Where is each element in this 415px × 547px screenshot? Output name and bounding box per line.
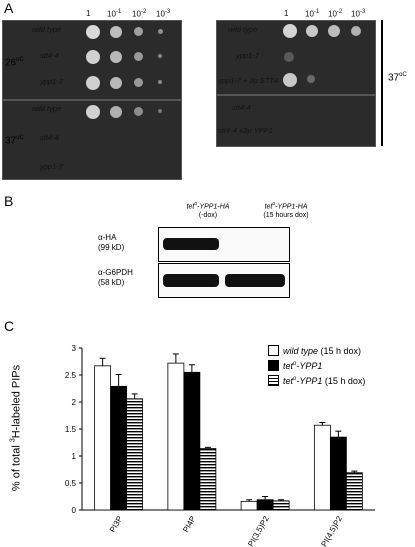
blot-band: [225, 274, 285, 287]
legend-item-teto-ypp1-dox: teto-YPP1 (15 h dox): [268, 373, 365, 388]
panel-a-letter: A: [4, 0, 14, 16]
strain-label: stt4-4 +2μ YPP1: [218, 126, 273, 135]
dilution-10-1-right: 10-1: [305, 9, 320, 19]
legend-item-wild-type: wild type (15 h dox): [268, 343, 365, 358]
strain-label: stt4-4: [40, 51, 59, 60]
colony-spot: [110, 51, 122, 63]
colony-spot: [86, 50, 100, 64]
y-tick-label: 1.5: [65, 425, 77, 434]
strain-label: ypp1-7: [40, 77, 63, 86]
colony-spot: [158, 109, 162, 113]
blot-row-label-ha: α-HA (99 kD): [98, 233, 125, 252]
blot-ha: [158, 227, 290, 262]
blot-row-label-g6pdh: α-G6PDH (58 kD): [98, 268, 133, 287]
y-axis-label: % of total 3H-labeled PIPs: [9, 364, 23, 492]
strain-label: stt4-4: [232, 103, 251, 112]
strain-label: stt4-4: [40, 133, 59, 142]
y-tick-label: 2: [72, 398, 77, 407]
bar: [110, 385, 128, 511]
legend-swatch: [268, 360, 279, 371]
colony-spot: [158, 29, 163, 34]
colony-spot: [351, 26, 361, 36]
legend-swatch: [268, 375, 279, 386]
plate-left-37c: [2, 100, 182, 180]
y-tick-label: 2.5: [65, 371, 77, 380]
bar: [199, 448, 217, 511]
blot-g6pdh: [158, 263, 290, 298]
temp-26c: 26oC: [5, 57, 24, 69]
strain-label: wild type: [32, 104, 62, 113]
colony-spot: [134, 52, 143, 61]
colony-spot: [134, 78, 143, 87]
legend-item-teto-ypp1: teto-YPP1: [268, 358, 365, 373]
y-tick-label: 0.5: [65, 479, 77, 488]
colony-spot: [283, 73, 297, 87]
blot-band: [163, 238, 219, 250]
strain-label: wild type: [32, 25, 62, 34]
x-tick-label: PI3P: [108, 515, 124, 535]
colony-spot: [110, 106, 122, 118]
bar: [167, 362, 185, 511]
strain-label: ypp1-7: [236, 51, 259, 60]
colony-spot: [86, 105, 100, 119]
bar: [313, 424, 331, 511]
dilution-10-3: 10-3: [156, 9, 171, 19]
plate-right-top: [216, 20, 376, 95]
colony-spot: [86, 25, 100, 39]
panel-b-letter: B: [4, 193, 14, 209]
bar: [345, 472, 363, 511]
colony-spot: [306, 25, 318, 37]
legend-swatch: [268, 345, 279, 356]
bar: [329, 436, 347, 511]
colony-spot: [110, 26, 122, 38]
colony-spot: [110, 77, 122, 89]
y-tick-label: 3: [72, 344, 77, 353]
legend: wild type (15 h dox) teto-YPP1 teto-YPP1…: [268, 343, 365, 388]
bar: [272, 500, 290, 511]
blot-column-label-1: teto-YPP1-HA (-dox): [186, 201, 230, 220]
plate-right-bottom: [216, 95, 376, 147]
colony-spot: [284, 52, 294, 62]
colony-spot: [307, 75, 315, 83]
bar: [94, 365, 112, 511]
colony-spot: [134, 27, 143, 36]
dilution-10-2-right: 10-2: [328, 9, 343, 19]
colony-spot: [86, 76, 100, 90]
temp-37c-right: 37oC: [388, 72, 407, 84]
plate-left-26c: [2, 20, 182, 100]
y-tick-label: 0: [72, 506, 77, 515]
dilution-10-2: 10-2: [132, 9, 147, 19]
panel-c-letter: C: [4, 318, 15, 334]
blot-band: [163, 274, 219, 287]
dilution-10-1: 10-1: [107, 9, 122, 19]
x-tick-label: PI(4,5)P2: [319, 514, 344, 547]
blot-column-label-2: teto-YPP1-HA (15 hours dox): [263, 201, 309, 220]
dilution-1-right: 1: [284, 9, 289, 18]
colony-spot: [158, 54, 162, 58]
colony-spot: [328, 25, 340, 37]
dilution-1: 1: [86, 9, 91, 18]
y-tick-label: 1: [72, 452, 77, 461]
bar: [256, 499, 274, 511]
strain-label: wild type: [228, 25, 258, 34]
temp-bracket: [381, 20, 383, 146]
colony-spot: [283, 24, 297, 38]
dilution-10-3-right: 10-3: [351, 9, 366, 19]
bar: [183, 371, 201, 511]
bar: [240, 500, 258, 511]
strain-label: ypp1-7 + 2μ STT4: [218, 76, 279, 85]
temp-37c-left: 37oC: [5, 135, 24, 147]
strain-label: ypp1-7: [40, 162, 63, 171]
bar: [126, 398, 144, 511]
bar-chart: 0 0.5 1 1.5 2 2.5 3 PI3P PI4P PI(3,5)P2 PI(4,5)P2: [65, 344, 375, 547]
colony-spot: [134, 107, 143, 116]
x-tick-label: PI(3,5)P2: [246, 514, 271, 547]
colony-spot: [158, 80, 162, 84]
x-tick-label: PI4P: [181, 515, 197, 535]
